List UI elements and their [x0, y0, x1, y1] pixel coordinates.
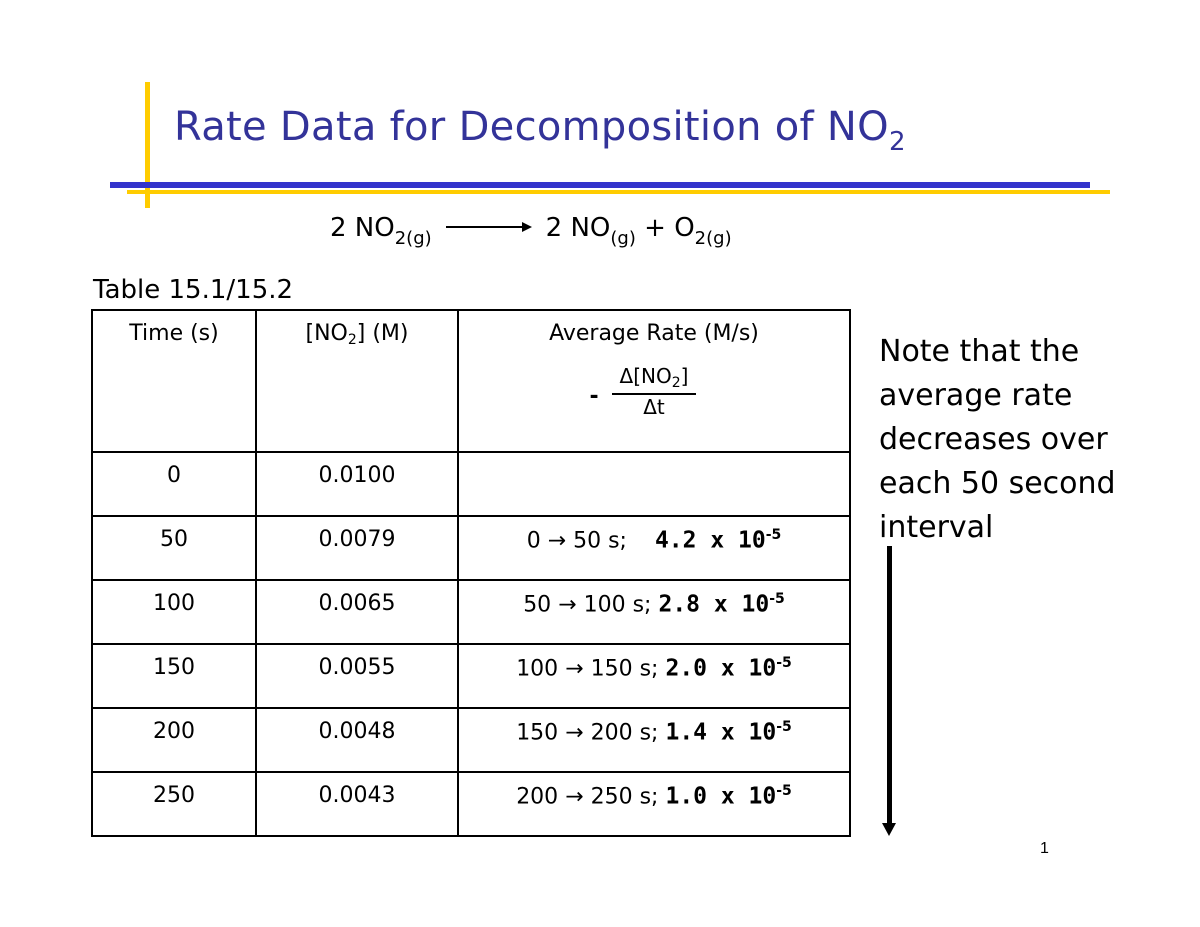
table-caption: Table 15.1/15.2 [93, 275, 294, 305]
cell-rate: 200 → 250 s; 1.0 x 10-5 [457, 771, 851, 837]
cell-concentration: 0.0043 [255, 771, 459, 837]
accent-vertical-line [145, 82, 150, 208]
cell-rate: 150 → 200 s; 1.4 x 10-5 [457, 707, 851, 773]
rate-formula: - Δ[NO2] Δt [590, 364, 697, 419]
cell-rate: 50 → 100 s; 2.8 x 10-5 [457, 579, 851, 645]
note-text: Note that the average rate decreases ove… [879, 334, 1116, 545]
cell-time: 200 [91, 707, 257, 773]
table-row: 50 0.0079 0 → 50 s; 4.2 x 10-5 [91, 515, 851, 581]
cell-concentration: 0.0055 [255, 643, 459, 709]
down-arrow-icon [882, 546, 896, 836]
cell-concentration: 0.0065 [255, 579, 459, 645]
slide-title: Rate Data for Decomposition of NO2 [174, 104, 906, 157]
cell-time: 0 [91, 451, 257, 517]
reaction-equation: 2 NO2(g) 2 NO(g) + O2(g) [330, 213, 732, 249]
header-concentration: [NO2] (M) [255, 309, 459, 453]
cell-concentration: 0.0100 [255, 451, 459, 517]
cell-rate [457, 451, 851, 517]
cell-time: 100 [91, 579, 257, 645]
table-row: 100 0.0065 50 → 100 s; 2.8 x 10-5 [91, 579, 851, 645]
reaction-arrow-icon [445, 221, 532, 232]
title-underline-blue [110, 182, 1090, 188]
table-row: 250 0.0043 200 → 250 s; 1.0 x 10-5 [91, 771, 851, 837]
header-average-rate: Average Rate (M/s) - Δ[NO2] Δt [457, 309, 851, 453]
rate-data-table: Time (s) [NO2] (M) Average Rate (M/s) - … [91, 309, 851, 837]
page-number: 1 [1040, 840, 1049, 857]
cell-concentration: 0.0079 [255, 515, 459, 581]
cell-time: 150 [91, 643, 257, 709]
cell-time: 250 [91, 771, 257, 837]
table-row: 0 0.0100 [91, 451, 851, 517]
cell-time: 50 [91, 515, 257, 581]
header-time: Time (s) [91, 309, 257, 453]
title-underline-yellow [127, 190, 1110, 194]
cell-rate: 100 → 150 s; 2.0 x 10-5 [457, 643, 851, 709]
cell-concentration: 0.0048 [255, 707, 459, 773]
table-row: 150 0.0055 100 → 150 s; 2.0 x 10-5 [91, 643, 851, 709]
table-row: 200 0.0048 150 → 200 s; 1.4 x 10-5 [91, 707, 851, 773]
table-header-row: Time (s) [NO2] (M) Average Rate (M/s) - … [91, 309, 851, 453]
cell-rate: 0 → 50 s; 4.2 x 10-5 [457, 515, 851, 581]
